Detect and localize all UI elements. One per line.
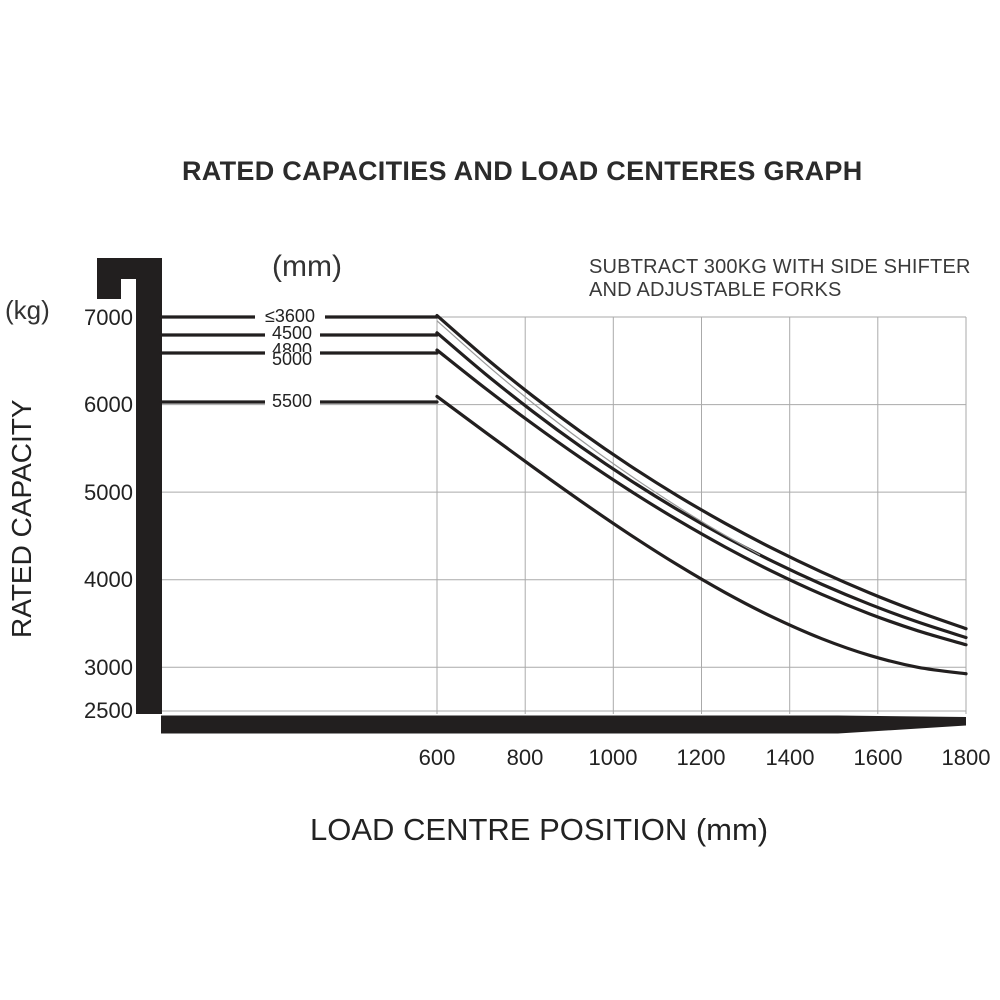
svg-text:1600: 1600 [854,745,903,770]
svg-text:1800: 1800 [942,745,991,770]
svg-text:600: 600 [419,745,456,770]
svg-text:5500: 5500 [272,391,312,411]
svg-text:800: 800 [507,745,544,770]
svg-text:3000: 3000 [84,655,133,680]
svg-text:5000: 5000 [272,349,312,369]
svg-text:5000: 5000 [84,480,133,505]
svg-text:6000: 6000 [84,392,133,417]
svg-text:4000: 4000 [84,567,133,592]
svg-text:1400: 1400 [766,745,815,770]
svg-text:1000: 1000 [589,745,638,770]
svg-text:1200: 1200 [677,745,726,770]
svg-text:2500: 2500 [84,698,133,723]
svg-text:7000: 7000 [84,305,133,330]
